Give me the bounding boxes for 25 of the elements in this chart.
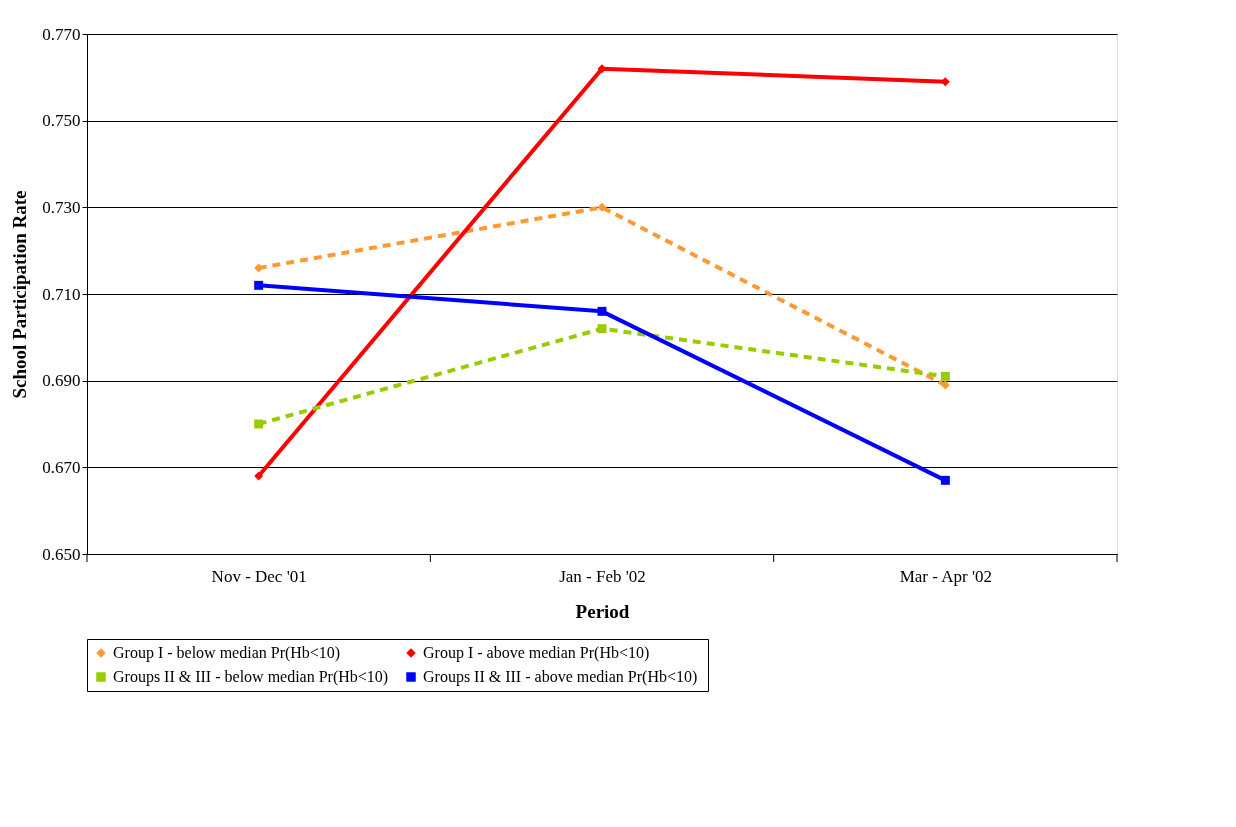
x-axis-title: Period xyxy=(575,600,630,622)
y-tick-label: 0.750 xyxy=(42,111,81,131)
point xyxy=(940,380,950,390)
y-tick-label: 0.730 xyxy=(42,197,81,217)
legend-label: Groups II & III - above median Pr(Hb<10) xyxy=(423,668,698,686)
y-tick-label: 0.710 xyxy=(42,284,81,304)
y-axis-title: School Participation Rate xyxy=(9,190,31,399)
legend-label: Group I - above median Pr(Hb<10) xyxy=(423,644,650,662)
point xyxy=(597,306,607,316)
legend-label: Group I - below median Pr(Hb<10) xyxy=(113,644,341,662)
y-tick-label: 0.770 xyxy=(42,24,81,44)
legend-label: Groups II & III - below median Pr(Hb<10) xyxy=(113,668,389,686)
y-tick-label: 0.670 xyxy=(42,457,81,477)
y-tick-label: 0.690 xyxy=(42,371,81,391)
point xyxy=(940,475,950,485)
point xyxy=(597,324,607,334)
point xyxy=(940,371,950,381)
x-tick-label: Nov - Dec '01 xyxy=(211,566,307,586)
point xyxy=(597,202,607,212)
point xyxy=(254,280,264,290)
x-tick-label: Jan - Feb '02 xyxy=(559,566,646,586)
x-tick-label: Mar - Apr '02 xyxy=(899,566,992,586)
point xyxy=(254,471,264,481)
point xyxy=(254,419,264,429)
y-tick-label: 0.650 xyxy=(42,544,81,564)
